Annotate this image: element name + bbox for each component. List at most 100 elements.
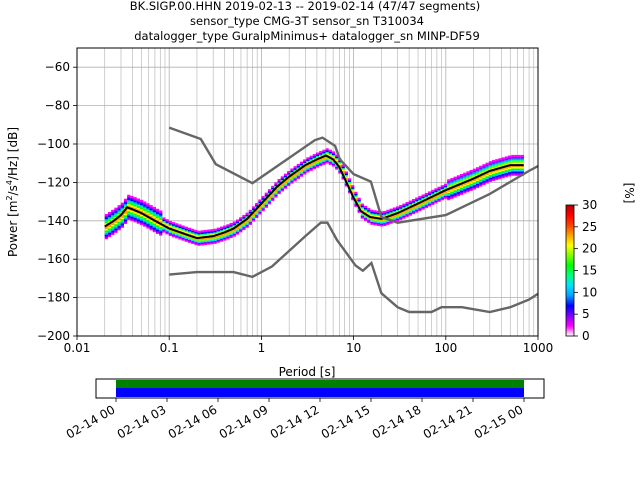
heatmap-cell — [152, 212, 156, 215]
heatmap-cell — [245, 214, 249, 217]
heatmap-cell — [251, 213, 256, 216]
heatmap-cell — [373, 210, 377, 213]
heatmap-cell — [466, 178, 470, 181]
heatmap-cell — [239, 224, 243, 227]
heatmap-cell — [491, 170, 496, 173]
heatmap-cell — [293, 177, 297, 180]
heatmap-cell — [107, 232, 112, 235]
heatmap-cell — [479, 168, 483, 171]
heatmap-cell — [411, 211, 416, 215]
heatmap-cell — [389, 215, 393, 219]
heatmap-cell — [184, 228, 188, 231]
heatmap-cell — [511, 156, 515, 159]
heatmap-cell — [379, 224, 384, 227]
heatmap-cell — [389, 208, 393, 211]
heatmap-cell — [495, 164, 499, 168]
heatmap-cell — [450, 195, 454, 198]
heatmap-cell — [495, 177, 499, 181]
heatmap-cell — [175, 223, 179, 226]
heatmap-cell — [123, 198, 128, 201]
heatmap-cell — [319, 161, 323, 164]
heatmap-cell — [312, 164, 316, 167]
heatmap-cell — [264, 202, 268, 205]
heatmap-cell — [207, 238, 211, 241]
heatmap-cell — [469, 182, 473, 186]
heatmap-cell — [415, 197, 419, 200]
heatmap-cell — [120, 209, 124, 213]
heatmap-cell — [472, 183, 476, 186]
heatmap-cell — [277, 190, 281, 193]
availability-tick-label: 02-15 00 — [472, 402, 526, 441]
heatmap-cell — [216, 229, 220, 232]
heatmap-cell — [187, 232, 192, 235]
heatmap-cell — [245, 224, 249, 227]
heatmap-cell — [507, 156, 512, 160]
heatmap-cell — [111, 224, 115, 227]
heatmap-cell — [367, 207, 371, 211]
heatmap-cell — [437, 195, 441, 198]
heatmap-cell — [111, 228, 115, 231]
heatmap-cell — [466, 184, 470, 187]
heatmap-cell — [367, 212, 371, 215]
heatmap-cell — [229, 231, 233, 234]
heatmap-cell — [149, 223, 153, 227]
heatmap-cell — [299, 170, 304, 173]
mean-curve — [104, 154, 524, 240]
heatmap-cell — [469, 171, 473, 174]
heatmap-cell — [309, 162, 313, 166]
grid-lines — [76, 48, 538, 337]
heatmap-cell — [290, 175, 294, 178]
heatmap-cell — [229, 232, 233, 236]
heatmap-cell — [277, 180, 281, 183]
heatmap-cell — [280, 189, 284, 192]
heatmap-cell — [322, 152, 326, 155]
heatmap-cell — [456, 194, 460, 197]
heatmap-cell — [239, 217, 243, 220]
heatmap-cell — [402, 204, 406, 208]
heatmap-cell — [370, 221, 374, 224]
heatmap-cell — [242, 216, 246, 219]
heatmap-cell — [421, 207, 425, 210]
heatmap-cell — [443, 192, 448, 195]
heatmap-cell — [133, 207, 137, 210]
heatmap-cell — [351, 185, 355, 188]
colorbar-ticks: 0 5 10 15 20 25 30 — [574, 198, 597, 343]
heatmap-cell — [434, 201, 438, 204]
heatmap-cell — [229, 222, 233, 226]
heatmap-cell — [210, 236, 214, 239]
heatmap-cell — [178, 224, 182, 227]
heatmap-cell — [271, 194, 275, 197]
heatmap-cell — [357, 197, 361, 200]
heatmap-cell — [373, 211, 377, 214]
heatmap-cell — [335, 166, 339, 169]
heatmap-cell — [143, 217, 147, 220]
heatmap-cell — [328, 154, 332, 157]
heatmap-cell — [287, 182, 291, 185]
heatmap-cell — [491, 162, 496, 166]
heatmap-cell — [479, 180, 483, 183]
heatmap-cell — [495, 159, 499, 162]
heatmap-cell — [469, 184, 473, 187]
heatmap-cell — [463, 185, 467, 188]
heatmap-cell — [456, 178, 460, 181]
heatmap-cell — [447, 196, 451, 199]
heatmap-cell — [395, 217, 400, 221]
heatmap-cell — [405, 204, 409, 208]
heatmap-cell — [341, 171, 345, 174]
heatmap-cell — [520, 162, 524, 165]
heatmap-cell — [447, 190, 451, 194]
heatmap-cell — [296, 173, 300, 177]
heatmap-cell — [514, 167, 518, 171]
heatmap-cell — [383, 223, 387, 227]
heatmap-cell — [491, 177, 496, 180]
heatmap-cell — [255, 202, 259, 206]
heatmap-cell — [232, 222, 236, 226]
heatmap-cell — [155, 215, 160, 219]
heatmap-cell — [235, 220, 240, 224]
heatmap-cell — [498, 171, 502, 174]
heatmap-cell — [149, 205, 153, 208]
x-tick-label: 10 — [346, 341, 361, 355]
heatmap-cell — [155, 208, 160, 211]
heatmap-cell — [328, 152, 332, 155]
heatmap-cell — [258, 202, 262, 205]
